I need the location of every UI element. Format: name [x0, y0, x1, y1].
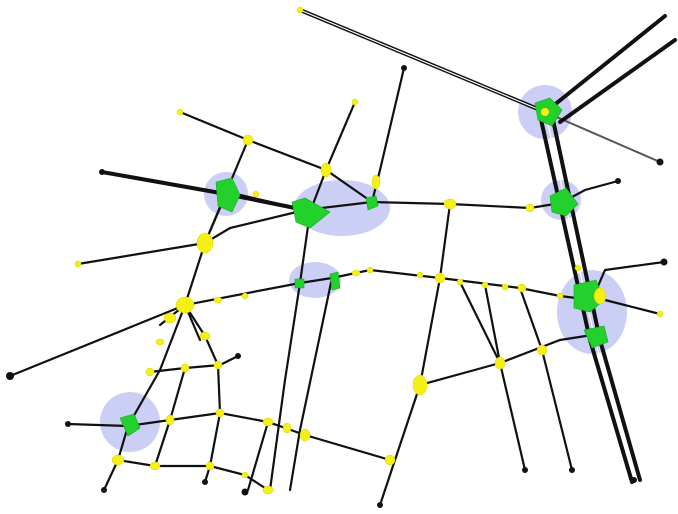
- minor-junction-node: [494, 356, 506, 370]
- minor-junction-node: [556, 292, 564, 300]
- minor-junction-node: [282, 422, 292, 434]
- minor-junction-node: [213, 296, 223, 304]
- minor-junction-node: [351, 98, 359, 106]
- road-center-south-3: [418, 202, 452, 387]
- endpoint: [522, 467, 528, 473]
- minor-junction-node: [262, 417, 274, 427]
- minor-junction-node: [262, 485, 274, 495]
- minor-junction-node: [205, 461, 215, 471]
- road-north-east-2: [558, 38, 677, 124]
- minor-junction-node: [593, 287, 607, 305]
- major-junction-node: [583, 325, 609, 349]
- road-center-south-2: [288, 276, 334, 492]
- minor-junction-node: [456, 278, 464, 286]
- road-crosslink: [418, 361, 502, 387]
- road-lower-grid-3: [183, 303, 222, 484]
- endpoint: [101, 487, 107, 493]
- minor-junction-node: [163, 312, 177, 324]
- endpoint: [656, 158, 664, 166]
- road-south-branch-3: [378, 383, 422, 507]
- minor-junction-node: [536, 344, 548, 356]
- road-center-west-link: [203, 208, 307, 245]
- minor-junction-node: [215, 408, 225, 418]
- minor-junctions: [74, 6, 664, 495]
- road-northwest-diagonal: [178, 110, 374, 204]
- endpoint: [235, 353, 241, 359]
- road-top-diagonal-center: [299, 9, 546, 113]
- endpoint: [241, 488, 249, 496]
- major-junction-node: [573, 279, 605, 313]
- endpoint: [569, 467, 575, 473]
- hub-highlights: [100, 85, 627, 452]
- minor-junction-node: [242, 134, 254, 146]
- minor-junction-node: [434, 272, 446, 284]
- minor-junction-node: [149, 461, 161, 471]
- road-north-east-1: [546, 14, 667, 112]
- minor-junction-node: [351, 269, 361, 277]
- minor-junction-node: [165, 414, 175, 426]
- road-west-upper: [100, 170, 307, 212]
- minor-junction-node: [111, 454, 125, 466]
- minor-junction-node: [320, 162, 332, 178]
- minor-junction-node: [175, 296, 195, 314]
- minor-junction-node: [656, 310, 664, 318]
- minor-junction-node: [155, 338, 165, 346]
- minor-junction-node: [371, 174, 381, 190]
- endpoint: [99, 169, 105, 175]
- major-junctions: [119, 97, 609, 437]
- road-west-mid: [76, 241, 207, 266]
- endpoint: [377, 502, 383, 508]
- endpoint: [631, 477, 637, 483]
- minor-junction-node: [176, 108, 184, 116]
- major-junction-node: [365, 195, 379, 211]
- major-junction-node: [291, 197, 331, 229]
- minor-junction-node: [180, 363, 190, 373]
- road-south-branch-1: [483, 283, 527, 472]
- endpoint: [202, 479, 208, 485]
- minor-junction-node: [74, 260, 82, 268]
- road-east-stub: [603, 298, 662, 316]
- minor-junction-node: [412, 374, 428, 396]
- major-junction-node: [119, 413, 141, 437]
- minor-junction-node: [501, 283, 509, 291]
- road-lower-grid-6: [246, 420, 270, 492]
- minor-junction-node: [299, 428, 311, 442]
- minor-junction-node: [241, 471, 249, 479]
- major-junction-node: [329, 271, 341, 291]
- minor-junction-node: [574, 264, 582, 272]
- minor-junction-node: [252, 190, 260, 198]
- minor-junction-node: [296, 6, 304, 14]
- road-east-south-link: [458, 280, 594, 365]
- minor-junction-node: [443, 198, 457, 210]
- minor-junction-node: [384, 454, 396, 466]
- road-lower-grid-2: [148, 354, 240, 374]
- endpoint: [660, 258, 668, 266]
- endpoint: [401, 65, 407, 71]
- minor-junction-node: [517, 283, 527, 293]
- major-junction-node: [215, 177, 241, 213]
- minor-junction-node: [199, 331, 211, 341]
- endpoint: [65, 421, 71, 427]
- endpoints: [6, 65, 668, 508]
- minor-junction-node: [540, 107, 550, 117]
- minor-junction-node: [481, 281, 489, 289]
- minor-junction-node: [145, 367, 155, 377]
- minor-junction-node: [241, 292, 249, 300]
- road-center-south-1: [268, 210, 312, 492]
- minor-junction-node: [416, 271, 424, 279]
- minor-junction-node: [366, 266, 374, 274]
- endpoint: [615, 178, 621, 184]
- major-junction-node: [294, 278, 305, 289]
- minor-junction-node: [525, 203, 535, 213]
- minor-junction-node: [196, 232, 214, 254]
- endpoint: [6, 372, 14, 380]
- road-north-long: [370, 66, 406, 204]
- major-junction-node: [549, 187, 579, 217]
- minor-junction-node: [213, 360, 223, 370]
